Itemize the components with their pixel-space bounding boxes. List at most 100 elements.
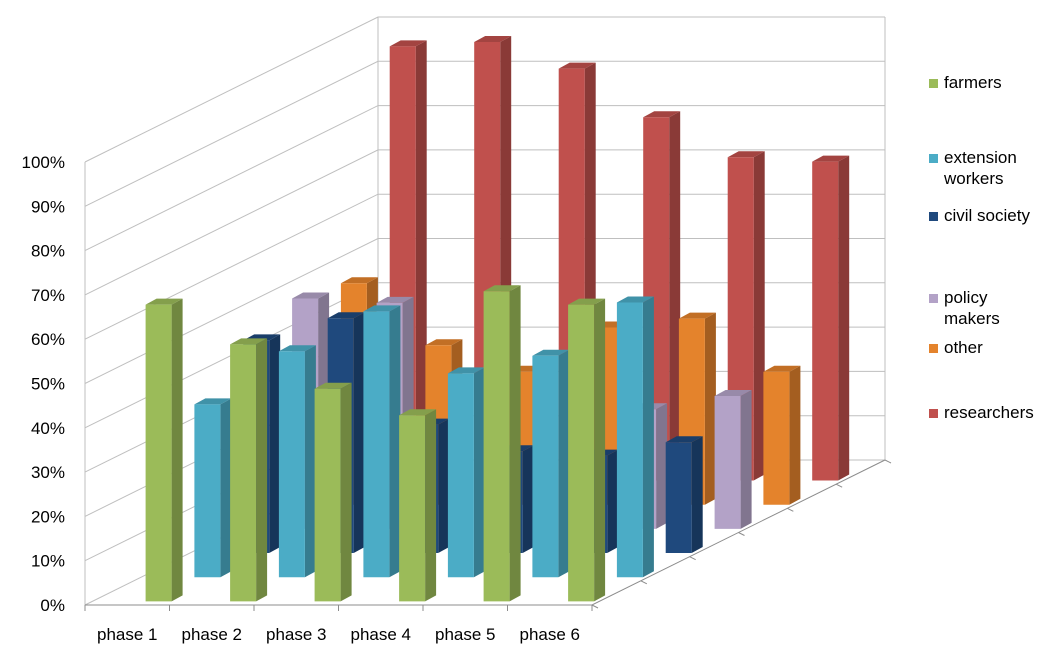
depth-tick bbox=[884, 459, 892, 464]
bar-top bbox=[812, 155, 850, 162]
bar-side bbox=[473, 367, 485, 578]
bar-front bbox=[665, 442, 692, 553]
gridline bbox=[84, 16, 885, 163]
bar bbox=[314, 382, 352, 602]
bar-side bbox=[304, 345, 316, 578]
bar-side bbox=[656, 403, 668, 529]
bar-top bbox=[363, 305, 401, 312]
x-tick-label: phase 2 bbox=[182, 625, 243, 644]
bar-side bbox=[753, 151, 765, 481]
bar-side bbox=[740, 390, 752, 529]
bar-top bbox=[558, 62, 596, 69]
depth-tick bbox=[689, 556, 696, 561]
legend-swatch bbox=[929, 79, 938, 88]
bar-front bbox=[194, 404, 221, 578]
gridline bbox=[84, 238, 885, 384]
bar bbox=[763, 365, 801, 505]
legend-label: researchers bbox=[944, 403, 1034, 422]
bar-top bbox=[292, 292, 330, 299]
legend-swatch bbox=[929, 154, 938, 163]
legend-item: policy makers bbox=[929, 288, 1000, 328]
depth-tick bbox=[787, 507, 794, 512]
bar-side bbox=[340, 382, 352, 602]
y-tick-label: 20% bbox=[31, 507, 65, 526]
bar-top bbox=[194, 398, 232, 405]
gridline bbox=[84, 193, 885, 340]
legend-item: farmers bbox=[929, 73, 1002, 92]
bar-side bbox=[389, 305, 401, 578]
bar-top bbox=[314, 382, 352, 389]
bar bbox=[230, 338, 268, 602]
bar-side bbox=[607, 449, 619, 553]
bar-top bbox=[714, 390, 752, 396]
legend-label: farmers bbox=[944, 73, 1002, 92]
bar-top bbox=[447, 367, 485, 374]
legend-label: civil society bbox=[944, 206, 1030, 225]
x-tick-label: phase 6 bbox=[520, 625, 581, 644]
bar-front bbox=[363, 311, 390, 578]
bar-top bbox=[399, 409, 437, 416]
bar-top bbox=[568, 298, 606, 305]
bar-side bbox=[509, 285, 521, 602]
bar-side bbox=[425, 409, 437, 602]
bar bbox=[665, 436, 703, 553]
bar-side bbox=[642, 296, 654, 578]
legend-label: other bbox=[944, 338, 983, 357]
x-tick-label: phase 4 bbox=[351, 625, 412, 644]
bar-side bbox=[438, 418, 450, 553]
bar bbox=[447, 367, 485, 578]
bar-side bbox=[256, 338, 268, 602]
bar-front bbox=[714, 396, 741, 529]
y-tick-label: 90% bbox=[31, 197, 65, 216]
depth-tick bbox=[738, 532, 745, 536]
bar-side bbox=[704, 312, 716, 505]
axes: 0% 10% 20% 30% 40% 50% 60% 70% 80% 90% 100% phase 1… bbox=[22, 153, 892, 644]
depth-tick bbox=[835, 483, 843, 488]
bar-top bbox=[389, 40, 427, 47]
bar-top bbox=[532, 349, 570, 356]
bar bbox=[145, 298, 183, 602]
bar-side bbox=[220, 398, 232, 578]
bar bbox=[714, 390, 752, 529]
legend-item: other bbox=[929, 338, 983, 357]
y-tick-label: 50% bbox=[31, 375, 65, 394]
y-tick-label: 10% bbox=[31, 552, 65, 571]
bar-front bbox=[278, 351, 305, 578]
y-tick-label: 40% bbox=[31, 419, 65, 438]
y-tick-label: 0% bbox=[40, 596, 65, 615]
bar-top bbox=[665, 436, 703, 443]
bar bbox=[532, 349, 570, 578]
bar-top bbox=[230, 338, 268, 345]
bar bbox=[399, 409, 437, 602]
bar-front bbox=[447, 373, 474, 578]
legend: farmers extension workers civil society poli… bbox=[929, 73, 1034, 422]
bar-top bbox=[425, 339, 463, 346]
gridline bbox=[84, 149, 885, 296]
bar bbox=[616, 296, 654, 578]
bar-side bbox=[669, 111, 681, 481]
bar-top bbox=[616, 296, 654, 303]
bar-front bbox=[145, 304, 172, 602]
x-tick-label: phase 5 bbox=[435, 625, 496, 644]
bar-top bbox=[327, 312, 365, 319]
bar-front bbox=[568, 304, 595, 602]
legend-swatch bbox=[929, 294, 938, 303]
bar bbox=[483, 285, 521, 602]
y-tick-label: 100% bbox=[22, 153, 65, 172]
bar-side bbox=[691, 436, 703, 553]
y-tick-label: 60% bbox=[31, 330, 65, 349]
bar-top bbox=[643, 111, 681, 118]
bar-front bbox=[314, 388, 341, 602]
bar-front bbox=[483, 291, 510, 602]
legend-swatch bbox=[929, 344, 938, 353]
bar-front bbox=[399, 415, 426, 602]
gridline bbox=[84, 105, 885, 252]
bar-top bbox=[727, 151, 765, 158]
bar-side bbox=[353, 312, 365, 553]
depth-tick bbox=[591, 604, 599, 609]
bar bbox=[812, 155, 850, 481]
bar-top bbox=[145, 298, 183, 305]
bar-top bbox=[474, 36, 512, 42]
bar-side bbox=[789, 365, 801, 505]
